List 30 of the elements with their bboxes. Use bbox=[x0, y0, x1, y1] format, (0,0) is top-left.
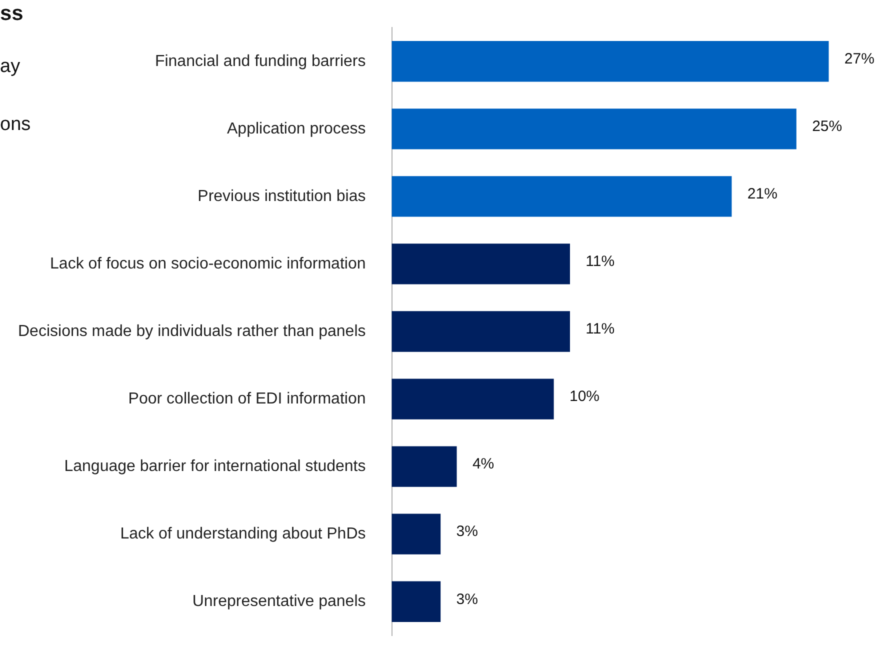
bar bbox=[392, 41, 829, 82]
bar bbox=[392, 108, 796, 150]
y-tick-label: Lack of focus on socio-economic information bbox=[50, 255, 366, 272]
y-tick-label: Poor collection of EDI information bbox=[128, 390, 366, 408]
bar bbox=[392, 446, 457, 487]
y-tick-label: Previous institution bias bbox=[198, 188, 366, 205]
y-tick-label: Lack of understanding about PhDs bbox=[120, 526, 366, 543]
data-label: 10% bbox=[569, 388, 600, 406]
data-label: 27% bbox=[844, 50, 874, 68]
data-label: 11% bbox=[586, 320, 615, 338]
data-label: 11% bbox=[586, 253, 615, 270]
data-label: 25% bbox=[812, 118, 842, 136]
bar bbox=[392, 514, 441, 554]
text: ss bbox=[0, 2, 24, 26]
text: ay bbox=[0, 56, 20, 78]
data-label: 21% bbox=[747, 186, 778, 203]
y-tick-label: Language barrier for international students bbox=[64, 458, 366, 475]
bar bbox=[392, 581, 441, 622]
text: ons bbox=[0, 114, 31, 136]
bar bbox=[392, 311, 570, 352]
y-tick-label: Decisions made by individuals rather than panels bbox=[18, 322, 366, 340]
bar bbox=[392, 176, 732, 217]
y-tick-label: Financial and funding barriers bbox=[154, 52, 366, 70]
data-label: 3% bbox=[456, 590, 478, 608]
data-label: 3% bbox=[456, 523, 478, 540]
data-label: 4% bbox=[472, 456, 494, 473]
bar bbox=[392, 378, 554, 420]
y-tick-label: Application process bbox=[227, 120, 366, 138]
bar bbox=[392, 244, 570, 284]
y-tick-label: Unrepresentative panels bbox=[192, 593, 366, 610]
